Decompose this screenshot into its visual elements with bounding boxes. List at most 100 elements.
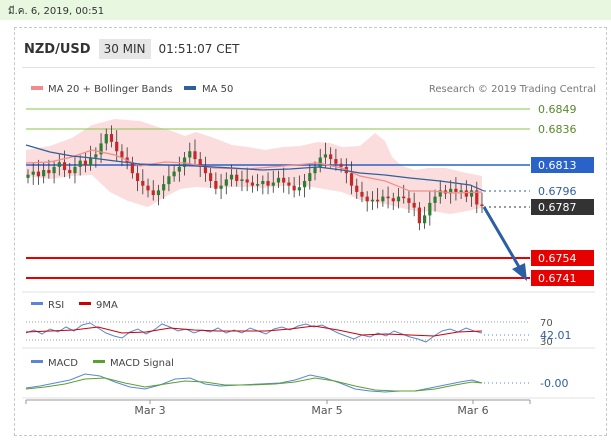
macd-line [25,373,483,393]
candle-body [104,134,108,144]
candle-body [214,180,218,189]
level-label-3: 0.6754 [538,252,577,265]
candle-body [177,166,181,172]
x-tick-label-1: Mar 5 [311,404,342,417]
forecast-arrow-head [512,263,527,281]
ma50-price-label: 0.6796 [538,185,577,198]
candle-body [365,196,369,202]
candle-body [308,173,312,181]
candle-body [151,190,155,196]
candle-body [172,171,176,177]
candle-body [334,159,338,164]
candle-body [203,166,208,174]
candle-body [282,177,286,183]
ma20-legend-swatch [31,86,43,90]
candle-body [318,157,322,167]
candle-body [302,180,307,188]
last-price-label: 0.6787 [538,201,577,214]
candle-body [156,190,161,196]
candle-body [47,170,51,174]
ma50-legend-swatch [184,86,196,90]
candle-body [219,185,223,189]
rsi-70-label: 70 [540,318,553,329]
x-tick-label-2: Mar 6 [457,404,488,417]
rsi-ma-legend-swatch [79,302,91,305]
macd-legend-label: MACD [48,358,78,369]
candle-body [36,171,41,177]
candle-body [428,202,432,216]
candle-body [83,160,88,166]
candle-body [449,188,453,194]
candle-body [287,182,291,186]
candle-body [182,157,187,167]
candle-body [292,185,296,191]
macd-signal-legend-label: MACD Signal [110,358,174,369]
header-divider [22,67,595,68]
candle-body [42,170,46,177]
candle-body [360,191,364,197]
symbol-label[interactable]: NZD/USD [24,41,91,57]
date-bar: มี.ค. 6, 2019, 00:51 [0,0,611,20]
candle-body [31,171,35,175]
candle-body [130,162,134,174]
macd-legend-swatch [31,360,43,363]
ma50-line [25,144,485,192]
forecast-arrow [482,206,524,273]
candle-body [329,154,333,160]
candle-body [209,173,213,181]
candle-body [115,141,119,152]
rsi-legend-label: RSI [48,300,64,311]
chart-frame [14,27,607,436]
candle-body [229,174,234,180]
rsi-ma-line [25,325,483,337]
candle-body [276,177,281,183]
candle-body [57,162,61,167]
candle-body [193,151,197,160]
candle-body [250,182,254,186]
rsi-30-label: 30 [540,337,553,348]
macd-signal-legend-swatch [93,360,105,363]
timeframe-badge[interactable]: 30 MIN [98,39,151,59]
candle-body [26,174,30,178]
candle-body [62,162,67,171]
candle-body [162,184,166,191]
candle-body [475,190,479,205]
candle-body [386,196,390,199]
candle-body [464,190,468,197]
bollinger-band [26,119,482,214]
candle-body [94,154,98,158]
rsi-line [25,322,483,343]
ma20-legend-label: MA 20 + Bollinger Bands [48,84,172,95]
x-tick-label-0: Mar 3 [134,404,165,417]
candle-body [412,202,416,208]
candle-body [135,173,140,181]
candle-body [422,215,427,224]
candle-body [469,190,474,197]
level-label-0: 0.6849 [538,103,577,116]
candle-body [438,190,442,197]
candle-body [370,199,375,202]
candle-body [146,185,150,191]
candle-body [261,180,265,185]
rsi-value-label: 42.01 [540,329,572,342]
rsi-ma-legend-label: 9MA [96,300,118,311]
level-label-1: 0.6836 [538,123,577,136]
ma50-legend-label: MA 50 [202,84,233,95]
candle-body [323,154,328,158]
credit-label: Research © 2019 Trading Central [429,84,596,95]
level-label-2: 0.6813 [538,159,577,172]
candle-body [224,179,228,186]
candle-body [141,180,145,186]
candle-body [256,184,260,186]
candle-body [480,204,484,207]
candle-body [376,199,380,202]
time-label: 01:51:07 CET [158,42,240,56]
candle-body [297,187,301,191]
candle-body [349,173,354,186]
rsi-legend-swatch [31,302,43,305]
candle-body [459,190,463,192]
support-price-tag-2 [531,270,594,286]
candle-body [313,166,317,174]
candle-body [167,176,171,185]
